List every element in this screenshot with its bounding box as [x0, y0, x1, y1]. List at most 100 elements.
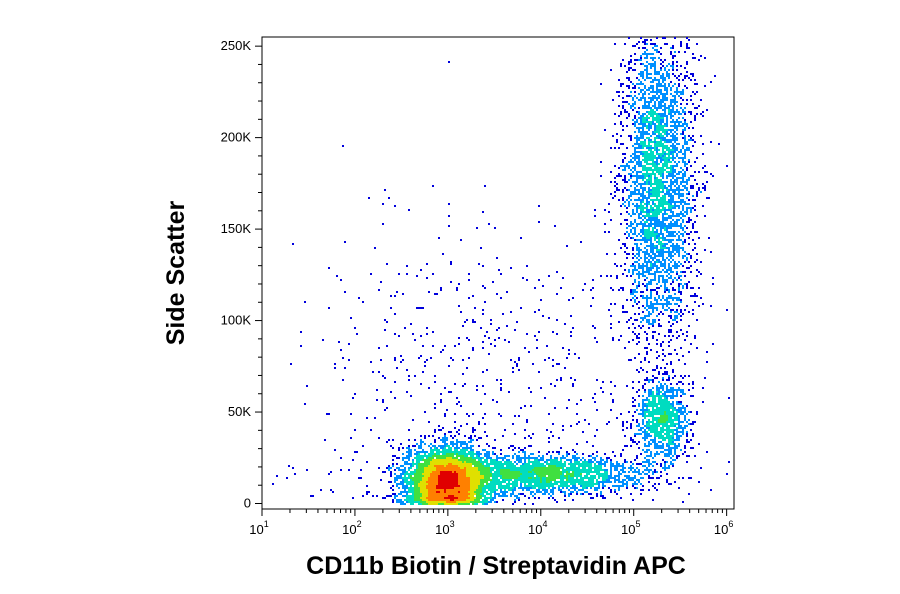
event-dot	[662, 125, 664, 127]
event-dot	[634, 483, 636, 485]
event-dot	[548, 485, 550, 487]
event-dot	[638, 473, 640, 475]
event-dot	[416, 477, 418, 479]
event-dot	[580, 475, 582, 477]
event-dot	[636, 185, 638, 187]
event-dot	[458, 447, 460, 449]
event-dot	[684, 275, 686, 277]
event-dot	[684, 173, 686, 175]
event-dot	[508, 487, 510, 489]
event-dot	[704, 185, 706, 187]
event-dot	[642, 167, 644, 169]
event-dot	[694, 171, 696, 173]
event-dot	[414, 491, 416, 493]
event-dot	[584, 461, 586, 463]
event-dot	[618, 199, 620, 201]
event-dot	[496, 477, 498, 479]
event-dot	[490, 479, 492, 481]
event-dot	[410, 467, 412, 469]
event-dot	[672, 225, 674, 227]
event-dot	[658, 267, 660, 269]
event-dot	[670, 51, 672, 53]
event-dot	[418, 489, 420, 491]
event-dot	[530, 475, 532, 477]
event-dot	[614, 479, 616, 481]
event-dot	[654, 179, 656, 181]
event-dot	[572, 463, 574, 465]
event-dot	[646, 179, 648, 181]
event-dot	[504, 473, 506, 475]
event-dot	[460, 487, 462, 489]
event-dot	[410, 491, 412, 493]
event-dot	[464, 487, 466, 489]
event-dot	[656, 107, 658, 109]
event-dot	[652, 331, 654, 333]
event-dot	[644, 217, 646, 219]
event-dot	[656, 45, 658, 47]
event-dot	[548, 459, 550, 461]
event-dot	[652, 325, 654, 327]
event-dot	[700, 261, 702, 263]
event-dot	[426, 477, 428, 479]
event-dot	[618, 105, 620, 107]
event-dot	[630, 59, 632, 61]
event-dot	[660, 157, 662, 159]
event-dot	[666, 149, 668, 151]
event-dot	[396, 457, 398, 459]
event-dot	[670, 215, 672, 217]
event-dot	[484, 473, 486, 475]
event-dot	[536, 461, 538, 463]
event-dot	[664, 77, 666, 79]
event-dot	[406, 481, 408, 483]
event-dot	[454, 495, 456, 497]
event-dot	[406, 495, 408, 497]
event-dot	[446, 489, 448, 491]
event-dot	[418, 447, 420, 449]
event-dot	[646, 197, 648, 199]
event-dot	[646, 57, 648, 59]
event-dot	[642, 231, 644, 233]
event-dot	[666, 467, 668, 469]
event-dot	[634, 319, 636, 321]
event-dot	[408, 475, 410, 477]
event-dot	[626, 253, 628, 255]
event-dot	[616, 141, 618, 143]
event-dot	[646, 371, 648, 373]
event-dot	[640, 231, 642, 233]
event-dot	[626, 485, 628, 487]
event-dot	[518, 451, 520, 453]
event-dot	[658, 255, 660, 257]
event-dot	[500, 483, 502, 485]
event-dot	[640, 143, 642, 145]
event-dot	[518, 457, 520, 459]
event-dot	[666, 271, 668, 273]
event-dot	[702, 183, 704, 185]
event-dot	[642, 129, 644, 131]
event-dot	[434, 441, 436, 443]
event-dot	[508, 447, 510, 449]
event-dot	[556, 459, 558, 461]
event-dot	[460, 455, 462, 457]
event-dot	[624, 479, 626, 481]
event-dot	[520, 477, 522, 479]
event-dot	[536, 485, 538, 487]
event-dot	[658, 373, 660, 375]
event-dot	[432, 481, 434, 483]
event-dot	[684, 271, 686, 273]
event-dot	[596, 451, 598, 453]
event-dot	[636, 223, 638, 225]
event-dot	[426, 481, 428, 483]
event-dot	[642, 267, 644, 269]
event-dot	[476, 487, 478, 489]
event-dot	[456, 449, 458, 451]
event-dot	[632, 203, 634, 205]
event-dot	[606, 475, 608, 477]
event-dot	[648, 175, 650, 177]
event-dot	[598, 467, 600, 469]
event-dot	[556, 469, 558, 471]
event-dot	[670, 167, 672, 169]
event-dot	[470, 455, 472, 457]
event-dot	[462, 485, 464, 487]
event-dot	[590, 485, 592, 487]
event-dot	[662, 139, 664, 141]
